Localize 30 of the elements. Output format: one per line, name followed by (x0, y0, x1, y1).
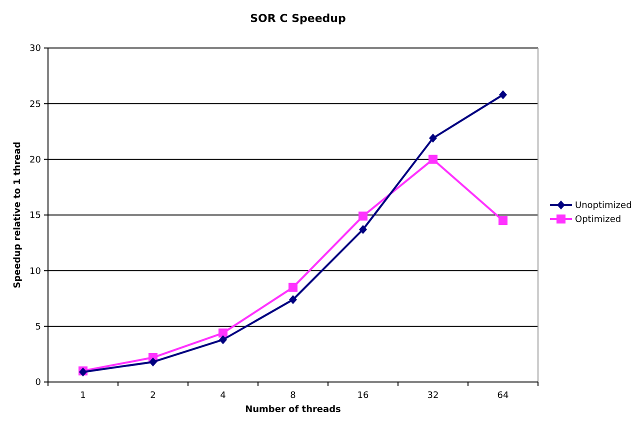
point (499, 90, 507, 100)
x-tick-label: 32 (427, 391, 439, 401)
point (429, 134, 437, 143)
x-tick-label: 16 (357, 391, 369, 401)
point (149, 357, 157, 366)
legend-label: Optimized (575, 215, 622, 226)
point (428, 154, 438, 164)
y-tick-label: 15 (30, 211, 41, 222)
x-axis-title: Number of threads (245, 405, 341, 415)
point (219, 335, 227, 344)
x-tick-label: 8 (290, 391, 296, 401)
y-axis-title: Speedup relative to 1 thread (13, 142, 23, 288)
x-tick-label: 64 (497, 391, 509, 401)
x-tick-label: 4 (220, 391, 226, 401)
point (218, 328, 228, 338)
x-tick-label: 2 (150, 391, 156, 401)
y-tick-label: 10 (30, 266, 42, 277)
legend-label: Unoptimized (575, 201, 632, 212)
point (359, 224, 367, 234)
y-tick-label: 0 (35, 378, 42, 388)
y-tick-label: 5 (35, 322, 41, 332)
point (498, 216, 508, 226)
x-tick-label: 1 (80, 391, 86, 401)
point (289, 295, 297, 304)
point (288, 282, 298, 292)
y-tick-label: 20 (30, 155, 42, 166)
point (358, 212, 368, 221)
chart-title: SOR C Speedup (250, 12, 346, 25)
y-tick-label: 30 (30, 44, 42, 54)
y-tick-label: 25 (30, 100, 41, 110)
